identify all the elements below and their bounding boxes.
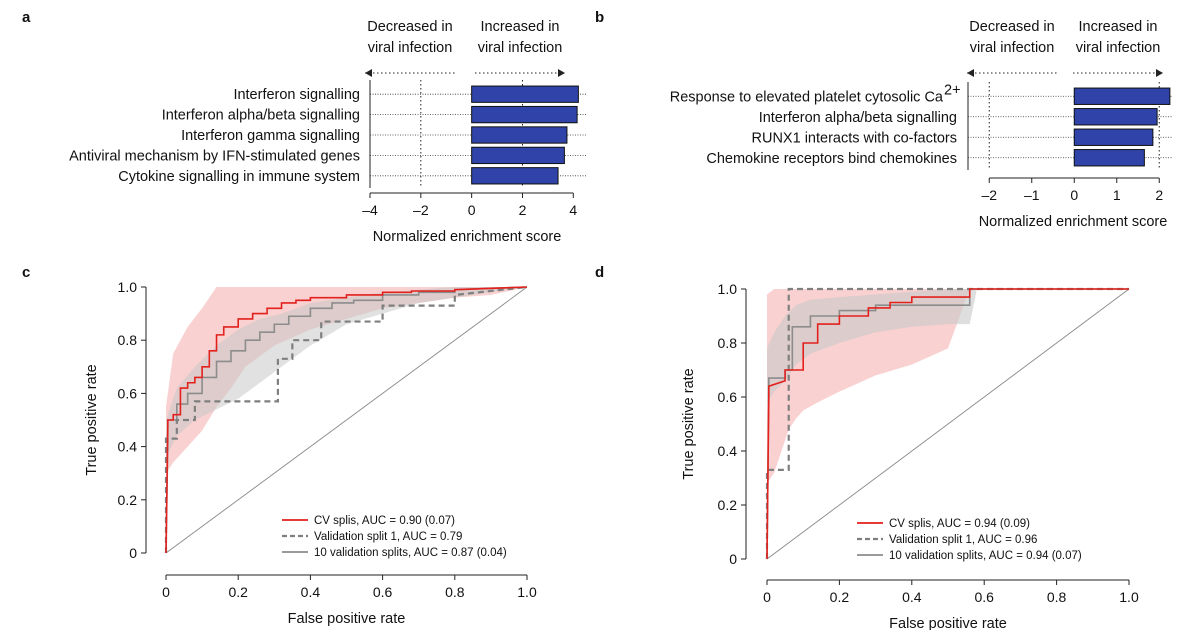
roc-curve	[164, 285, 528, 553]
legend-entry: CV splis, AUC = 0.90 (0.07)	[314, 515, 455, 527]
x-tick-label: 0.8	[1047, 589, 1067, 605]
panel-label-d: d	[595, 264, 604, 281]
direction-label-right: viral infection	[478, 40, 563, 56]
x-tick-label: 0.4	[902, 589, 922, 605]
direction-label-left: viral infection	[368, 40, 453, 56]
y-tick-label: 0.2	[118, 492, 138, 508]
roc-curve	[766, 288, 1129, 560]
x-tick-label: 2	[1155, 187, 1163, 203]
y-axis-title: True positive rate	[681, 368, 697, 479]
x-tick-label: 1.0	[517, 584, 537, 600]
bar	[471, 85, 579, 103]
x-tick-label: 0.8	[445, 584, 465, 600]
x-tick-label: 0	[162, 584, 170, 600]
category-label: Interferon signalling	[233, 87, 360, 103]
category-label: Interferon alpha/beta signalling	[759, 110, 957, 126]
y-tick-label: 1.0	[718, 281, 738, 297]
x-tick-label: 2	[519, 202, 527, 218]
roc-curve	[165, 286, 528, 554]
panel-d-roc-chart: 0 0 0.2 0.2 0.4 0.4 0.6 0.6 0.8 0.8 1.0 1.0 False po…	[681, 281, 1139, 630]
bar	[471, 167, 559, 185]
bar	[1073, 87, 1171, 105]
roc-curve	[766, 288, 1129, 560]
x-tick-label: 0	[468, 202, 476, 218]
x-tick-label: –2	[413, 202, 429, 218]
direction-label-left: viral infection	[970, 40, 1055, 56]
roc-curve	[165, 286, 528, 554]
y-tick-label: 0.4	[118, 439, 138, 455]
y-tick-label: 0.4	[718, 443, 738, 459]
y-tick-label: 1.0	[118, 279, 138, 295]
bar	[1073, 149, 1145, 167]
x-tick-label: 0.6	[974, 589, 994, 605]
x-tick-label: 1	[1113, 187, 1121, 203]
arrow-head-left-icon	[365, 69, 372, 77]
category-label: Chemokine receptors bind chemokines	[706, 151, 957, 167]
bar	[471, 146, 565, 165]
x-tick-label: 0.6	[373, 584, 393, 600]
panel-b-bar-chart: Decreased in viral infection Increased in v…	[670, 19, 1172, 230]
x-tick-label: 0	[763, 589, 771, 605]
roc-curve	[765, 287, 1129, 559]
panel-c-roc-chart: 0 0 0.2 0.2 0.4 0.4 0.6 0.6 0.8 0.8 1.0 1.0 False po…	[84, 279, 537, 627]
direction-label-left: Decreased in	[367, 19, 452, 35]
category-label: Interferon alpha/beta signalling	[162, 108, 360, 124]
arrow-head-left-icon	[967, 69, 974, 77]
category-superscript: 2+	[944, 82, 961, 98]
y-tick-label: 0	[729, 551, 737, 567]
x-tick-label: –4	[362, 202, 378, 218]
y-tick-label: 0.6	[718, 389, 738, 405]
legend-entry: 10 validation splits, AUC = 0.94 (0.07)	[889, 550, 1082, 562]
bar	[471, 105, 578, 124]
y-tick-label: 0.2	[718, 497, 738, 513]
y-tick-label: 0.6	[118, 385, 138, 401]
x-tick-label: –1	[1024, 187, 1040, 203]
confidence-band	[166, 287, 527, 458]
direction-label-right: Increased in	[1079, 19, 1158, 35]
legend-entry: 10 validation splits, AUC = 0.87 (0.04)	[314, 547, 507, 559]
x-axis-title: False positive rate	[889, 616, 1007, 630]
panel-a-bar-chart: Decreased in viral infection Increased in v…	[69, 19, 586, 245]
y-tick-label: 0	[129, 545, 137, 561]
x-tick-label: –2	[981, 187, 997, 203]
arrow-head-right-icon	[1156, 69, 1163, 77]
direction-label-right: viral infection	[1076, 40, 1161, 56]
x-tick-label: 1.0	[1119, 589, 1139, 605]
y-tick-label: 0.8	[718, 335, 738, 351]
direction-label-left: Decreased in	[969, 19, 1054, 35]
x-tick-label: 0.4	[301, 584, 321, 600]
y-axis-title: True positive rate	[84, 364, 100, 475]
y-tick-label: 0.8	[118, 332, 138, 348]
category-label: Interferon gamma signalling	[181, 128, 360, 144]
category-label: RUNX1 interacts with co-factors	[752, 130, 957, 146]
legend-entry: Validation split 1, AUC = 0.79	[314, 531, 462, 543]
bar	[1073, 128, 1154, 146]
panel-label-b: b	[595, 9, 604, 26]
bar	[471, 126, 568, 144]
legend-entry: Validation split 1, AUC = 0.96	[889, 534, 1037, 546]
category-label: Cytokine signalling in immune system	[118, 169, 360, 185]
x-tick-label: 0.2	[830, 589, 850, 605]
panel-label-a: a	[22, 9, 31, 26]
category-label: Antiviral mechanism by IFN-stimulated ge…	[69, 148, 360, 164]
arrow-head-right-icon	[558, 69, 565, 77]
x-axis-title: Normalized enrichment score	[979, 214, 1168, 230]
x-tick-label: 4	[569, 202, 577, 218]
confidence-band	[767, 289, 1129, 403]
x-tick-label: 0	[1070, 187, 1078, 203]
x-tick-label: 0.2	[228, 584, 248, 600]
x-axis-title: False positive rate	[288, 611, 406, 627]
legend-entry: CV splis, AUC = 0.94 (0.09)	[889, 518, 1030, 530]
chance-diagonal-line	[766, 288, 1130, 560]
bar	[1073, 108, 1158, 126]
category-label: Response to elevated platelet cytosolic …	[670, 89, 944, 105]
x-axis-title: Normalized enrichment score	[373, 229, 562, 245]
panel-label-c: c	[22, 264, 30, 281]
chance-diagonal-line	[165, 286, 528, 554]
direction-label-right: Increased in	[481, 19, 560, 35]
